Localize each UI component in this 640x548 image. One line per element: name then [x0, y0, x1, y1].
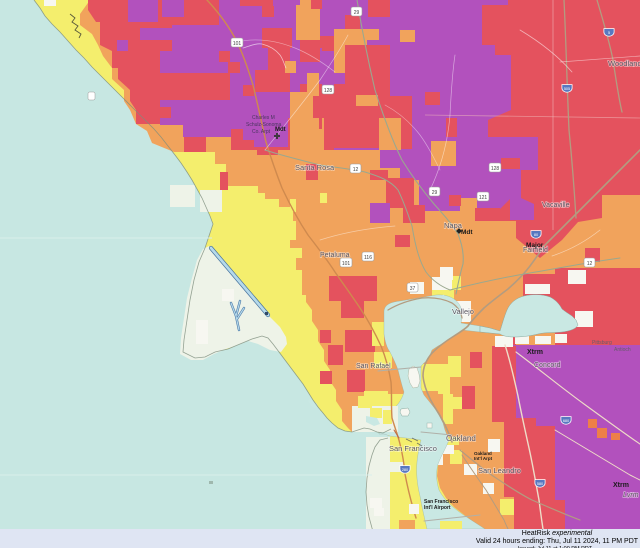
svg-text:Issued: Jul 11 at 1:00 PM PDT: Issued: Jul 11 at 1:00 PM PDT — [518, 546, 593, 548]
svg-text:37: 37 — [410, 286, 416, 292]
svg-text:Vacaville: Vacaville — [542, 202, 570, 209]
svg-text:Pittsburg: Pittsburg — [592, 340, 612, 346]
svg-text:Mdt: Mdt — [461, 229, 473, 236]
svg-text:Fairfield: Fairfield — [523, 247, 548, 254]
svg-text:12: 12 — [587, 261, 593, 267]
svg-text:116: 116 — [364, 255, 372, 261]
svg-text:Petaluma: Petaluma — [320, 252, 350, 259]
svg-text:Schulz-Sonoma: Schulz-Sonoma — [246, 122, 282, 128]
svg-text:Santa Rosa: Santa Rosa — [295, 163, 335, 172]
svg-text:505: 505 — [564, 87, 570, 91]
svg-text:Oakland: Oakland — [474, 451, 492, 456]
svg-text:Napa: Napa — [444, 221, 463, 230]
svg-text:128: 128 — [324, 88, 333, 94]
svg-text:Xtrm: Xtrm — [527, 349, 543, 356]
svg-text:San Francisco: San Francisco — [424, 499, 458, 505]
svg-text:121: 121 — [479, 195, 488, 201]
svg-text:Concord: Concord — [534, 362, 561, 369]
svg-text:5: 5 — [608, 31, 610, 35]
svg-text:Antioch: Antioch — [614, 347, 631, 353]
svg-text:San Francisco: San Francisco — [389, 444, 437, 453]
svg-text:680: 680 — [563, 419, 569, 423]
svg-text:Woodland: Woodland — [608, 59, 640, 68]
svg-text:101: 101 — [342, 261, 351, 267]
svg-text:Major: Major — [526, 242, 544, 249]
svg-text:Charles M: Charles M — [252, 115, 275, 121]
svg-text:29: 29 — [354, 10, 360, 16]
svg-text:Int'l Arpt: Int'l Arpt — [474, 456, 493, 461]
svg-text:29: 29 — [432, 190, 438, 196]
svg-text:128: 128 — [491, 166, 500, 172]
svg-text:280: 280 — [402, 468, 408, 472]
svg-text:HeatRisk experimental: HeatRisk experimental — [522, 530, 593, 537]
svg-text:80: 80 — [534, 233, 538, 237]
svg-text:Xtrm: Xtrm — [613, 482, 629, 489]
svg-text:San Leandro: San Leandro — [478, 466, 521, 475]
svg-text:Mdt: Mdt — [275, 127, 286, 133]
svg-text:Int'l Airport: Int'l Airport — [424, 505, 451, 511]
svg-text:Vallejo: Vallejo — [452, 307, 474, 316]
svg-text:San Rafael: San Rafael — [356, 363, 391, 370]
svg-text:12: 12 — [353, 167, 359, 173]
svg-text:Lvrm: Lvrm — [623, 492, 639, 499]
svg-text:Oakland: Oakland — [446, 434, 476, 443]
svg-text:101: 101 — [233, 41, 242, 47]
svg-text:580: 580 — [537, 482, 543, 486]
svg-text:Valid 24 hours ending: Thu, Ju: Valid 24 hours ending: Thu, Jul 11 2024,… — [476, 538, 639, 545]
svg-text:Co. Arpt: Co. Arpt — [252, 129, 271, 135]
